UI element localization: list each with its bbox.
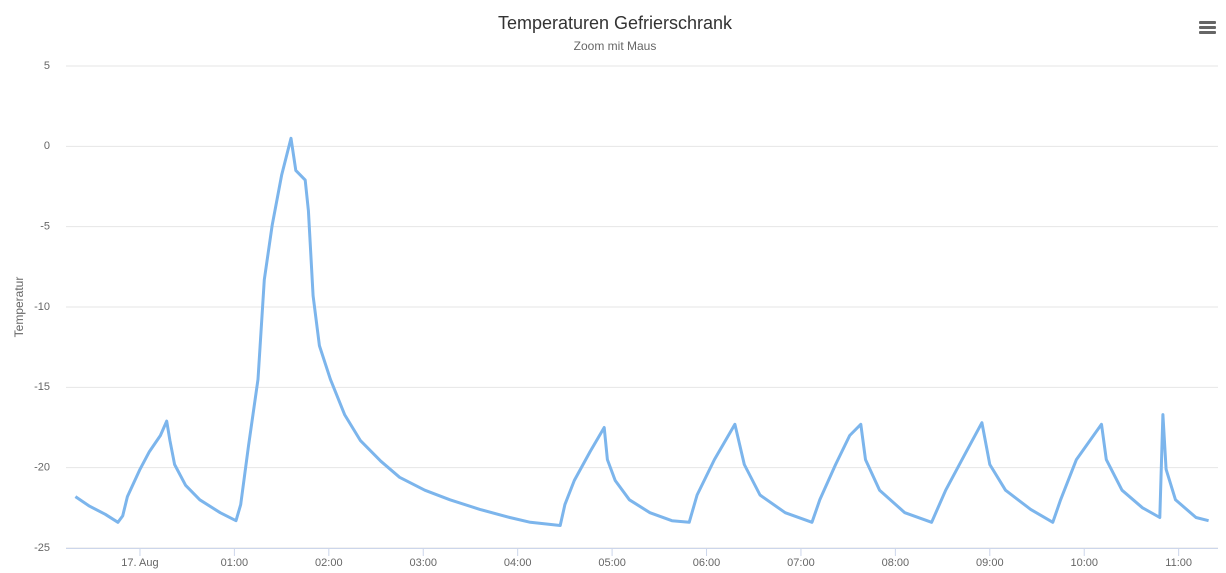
x-tick-label: 09:00: [976, 557, 1004, 569]
x-tick-label: 07:00: [787, 557, 815, 569]
chart-title: Temperaturen Gefrierschrank: [498, 13, 733, 33]
y-tick-label: -25: [34, 542, 50, 554]
x-tick-label: 17. Aug: [121, 557, 158, 569]
y-tick-label: -10: [34, 301, 50, 313]
x-tick-label: 06:00: [693, 557, 721, 569]
x-tick-label: 11:00: [1165, 557, 1192, 569]
y-axis-label: Temperatur: [12, 277, 26, 338]
y-tick-label: -15: [34, 381, 50, 393]
chart-subtitle: Zoom mit Maus: [574, 39, 657, 53]
y-tick-label: -20: [34, 462, 50, 474]
x-tick-label: 10:00: [1070, 557, 1098, 569]
y-tick-label: 0: [44, 140, 50, 152]
x-tick-label: 08:00: [882, 557, 910, 569]
x-tick-label: 04:00: [504, 557, 532, 569]
y-tick-label: -5: [40, 221, 50, 233]
menu-button[interactable]: [1192, 13, 1222, 41]
x-tick-label: 03:00: [409, 557, 437, 569]
x-tick-label: 05:00: [598, 557, 626, 569]
x-tick-label: 02:00: [315, 557, 343, 569]
y-tick-label: 5: [44, 60, 50, 72]
data-line: [74, 136, 1209, 527]
x-tick-label: 01:00: [221, 557, 249, 569]
